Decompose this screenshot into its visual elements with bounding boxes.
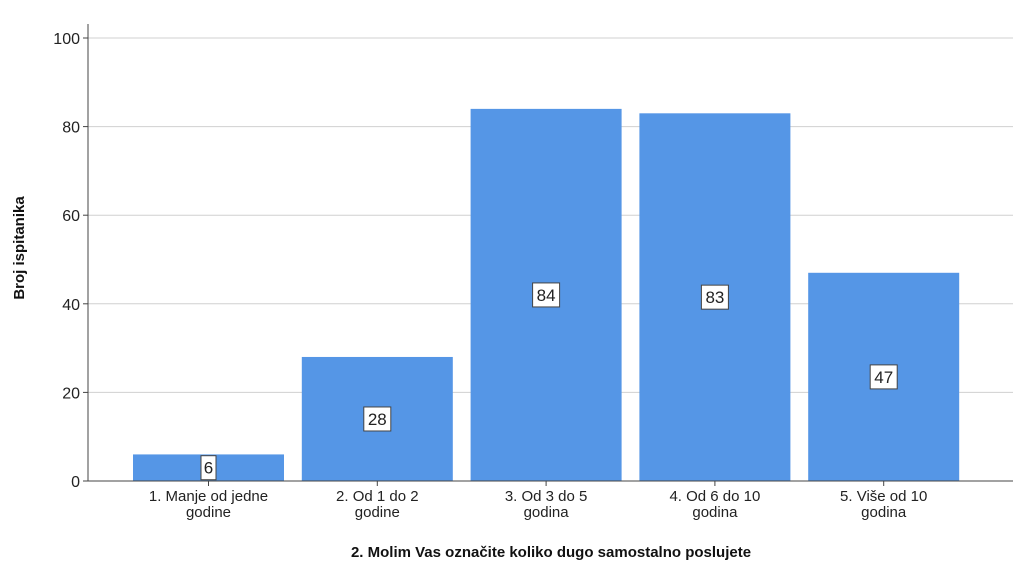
data-label-text: 47 bbox=[874, 368, 893, 387]
x-category-label: 1. Manje od jedne godine bbox=[149, 488, 268, 521]
data-label-text: 6 bbox=[204, 459, 213, 478]
axes bbox=[83, 24, 1013, 486]
data-label: 28 bbox=[363, 406, 392, 432]
x-category-label: 5. Više od 10 godina bbox=[840, 488, 927, 521]
y-tick-label: 60 bbox=[62, 208, 80, 225]
data-label-box bbox=[200, 455, 217, 481]
data-label-text: 28 bbox=[368, 410, 387, 429]
data-label-box bbox=[532, 282, 561, 308]
y-tick-label: 40 bbox=[62, 297, 80, 314]
x-category-label: 3. Od 3 do 5 godina bbox=[505, 488, 588, 521]
data-label-text: 83 bbox=[705, 288, 724, 307]
x-category-labels: 1. Manje od jedne godine 2. Od 1 do 2 godin… bbox=[149, 488, 927, 521]
y-tick-label: 0 bbox=[71, 474, 80, 491]
y-tick-label: 20 bbox=[62, 385, 80, 402]
data-label-box bbox=[363, 406, 392, 432]
y-axis-title: Broj ispitanika bbox=[11, 196, 28, 300]
data-label-box bbox=[700, 284, 729, 310]
x-category-label: 2. Od 1 do 2 godine bbox=[336, 488, 419, 521]
y-tick-labels: 0 20 40 60 80 100 bbox=[53, 31, 80, 491]
data-labels: 6 28 84 83 47 bbox=[200, 282, 898, 481]
data-label-box bbox=[869, 364, 898, 390]
data-label: 47 bbox=[869, 364, 898, 390]
data-label-text: 84 bbox=[537, 286, 556, 305]
x-axis-title: 2. Molim Vas označite koliko dugo samost… bbox=[351, 544, 751, 561]
y-tick-label: 80 bbox=[62, 120, 80, 137]
x-category-label: 4. Od 6 do 10 godina bbox=[669, 488, 760, 521]
data-label: 83 bbox=[700, 284, 729, 310]
data-label: 6 bbox=[200, 455, 217, 481]
y-tick-label: 100 bbox=[53, 31, 80, 48]
data-label: 84 bbox=[532, 282, 561, 308]
